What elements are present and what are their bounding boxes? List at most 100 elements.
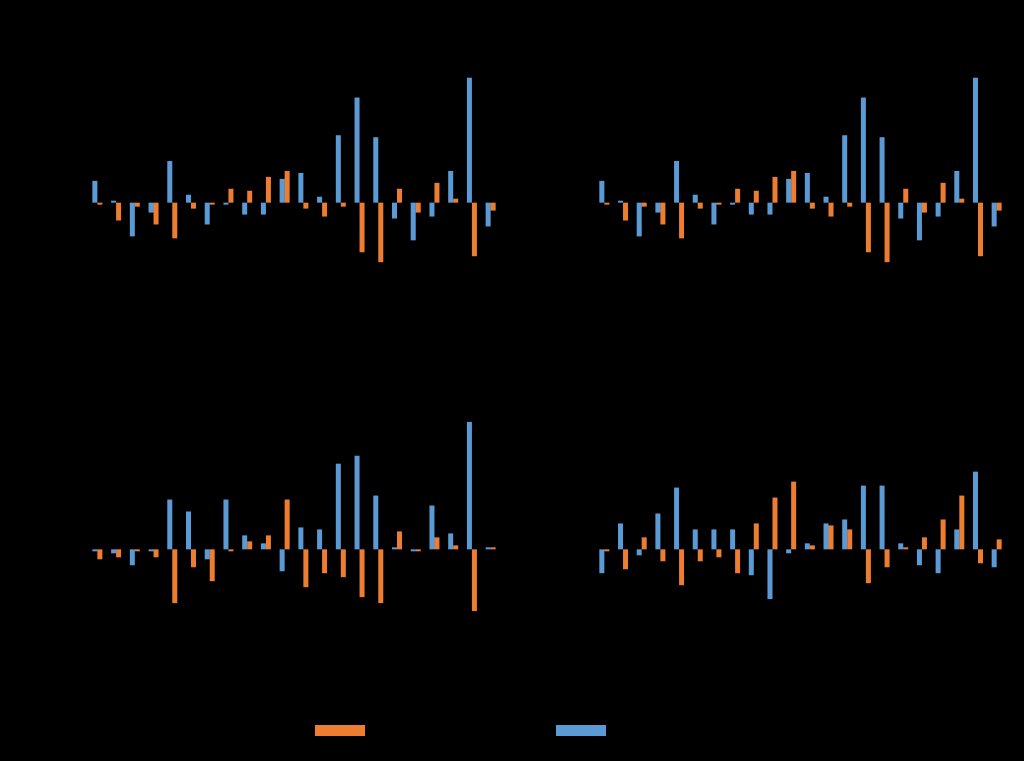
y-tick-label: 0,4	[60, 116, 78, 131]
y-tick-label: 0,6	[567, 423, 585, 438]
bar-temperature	[604, 549, 610, 552]
y-tick-label: -0,2	[56, 235, 78, 250]
bar-temperature	[884, 202, 890, 263]
bar-precipitation	[692, 194, 698, 203]
x-tick-label: MÁR	[277, 290, 292, 319]
x-tick-label: máj	[89, 637, 104, 658]
bar-temperature	[604, 202, 610, 205]
y-tick-label: 0,6	[60, 423, 78, 438]
legend-label-temperature: Hőmérséklet	[385, 721, 475, 738]
bar-temperature	[453, 198, 459, 203]
bar-temperature	[247, 541, 253, 550]
legend-label-precipitation: Csapadék	[626, 721, 699, 738]
x-tick-label: JÚN	[333, 637, 348, 662]
bar-precipitation	[935, 549, 941, 574]
bar-temperature	[847, 529, 853, 550]
legend-swatch-temperature	[315, 724, 365, 736]
x-tick-label: MÁR	[783, 290, 798, 319]
bar-temperature	[97, 549, 103, 560]
x-tick-label: dec	[220, 290, 235, 311]
y-axis-label: Korrelációs együttható	[25, 430, 42, 589]
bar-precipitation	[898, 202, 904, 219]
bar-precipitation	[916, 202, 922, 241]
bar-precipitation	[879, 137, 885, 203]
x-tick-label: szept	[164, 290, 179, 321]
bar-temperature	[434, 182, 440, 203]
bar-precipitation	[954, 170, 960, 203]
bar-precipitation	[354, 97, 360, 203]
y-tick-label: -0,4	[56, 622, 78, 637]
bar-precipitation	[599, 549, 605, 574]
x-tick-label: JÚN	[839, 637, 854, 662]
bar-temperature	[940, 519, 946, 550]
x-tick-label: júl	[127, 637, 142, 651]
bar-temperature	[809, 545, 815, 550]
bar-temperature	[791, 481, 797, 550]
x-tick-label: JÚL	[858, 637, 873, 660]
bar-temperature	[735, 188, 741, 203]
bar-precipitation	[186, 194, 191, 203]
bar-temperature	[660, 549, 666, 562]
bar-temperature	[921, 202, 927, 213]
bar-temperature	[153, 549, 159, 558]
bar-temperature	[172, 202, 178, 239]
bar-temperature	[134, 549, 140, 552]
chart-panel: Nyírség Korrelációs együttható -0,4 -0,2 0 0,…	[532, 373, 1006, 671]
bar-temperature	[378, 202, 384, 263]
bar-temperature	[397, 531, 402, 550]
legend-swatch-precipitation	[556, 724, 606, 736]
bar-precipitation	[860, 97, 866, 203]
y-tick-label: -0,2	[563, 235, 585, 250]
x-tick-label: OKT	[914, 637, 929, 664]
y-tick-label: -0,4	[563, 622, 585, 637]
bar-temperature	[884, 549, 890, 568]
bar-temperature	[97, 202, 103, 205]
bar-temperature	[265, 535, 271, 550]
bar-precipitation	[466, 421, 472, 550]
bar-temperature	[490, 202, 496, 211]
y-tick-label: 0	[71, 196, 78, 211]
x-tick-label: MAM	[445, 290, 460, 320]
bar-temperature	[772, 176, 778, 203]
bar-temperature	[828, 202, 834, 217]
y-tick-label: -0,4	[563, 275, 585, 290]
x-tick-label: DJF	[426, 290, 441, 314]
x-tick-label: júl	[634, 290, 649, 304]
x-tick-label: dec	[727, 637, 742, 658]
bar-precipitation	[111, 200, 117, 203]
x-tick-label: dec	[220, 637, 235, 658]
y-tick-label: 0,4	[60, 463, 78, 478]
x-tick-label: JÚL	[858, 290, 873, 313]
x-tick-label: OKT	[408, 637, 423, 664]
x-tick-label: aug	[146, 290, 161, 312]
bar-temperature	[228, 188, 234, 203]
bar-temperature	[772, 497, 778, 550]
bar-precipitation	[767, 549, 773, 600]
x-tick-label: jun	[615, 290, 630, 308]
bar-temperature	[228, 549, 234, 552]
bar-precipitation	[260, 202, 266, 215]
bar-temperature	[996, 202, 1002, 211]
bar-precipitation	[167, 161, 173, 203]
bar-temperature	[340, 202, 346, 207]
x-tick-label: SON	[989, 290, 1004, 318]
x-tick-label: JJA	[464, 290, 479, 312]
x-tick-label: SZEP	[389, 637, 404, 671]
y-tick-label: 0,2	[60, 156, 78, 171]
bar-precipitation	[991, 549, 997, 568]
bar-temperature	[490, 547, 496, 550]
bar-precipitation	[242, 535, 248, 550]
x-tick-label: MÁJ	[821, 290, 836, 316]
bar-temperature	[284, 170, 290, 203]
x-tick-label: DJF	[426, 637, 441, 661]
bar-temperature	[116, 549, 122, 558]
bar-precipitation	[618, 200, 624, 203]
bar-temperature	[134, 202, 140, 207]
bar-precipitation	[879, 485, 885, 550]
bar-precipitation	[954, 529, 960, 550]
bar-precipitation	[466, 77, 472, 203]
x-tick-label: nov	[708, 290, 723, 311]
y-tick-label: -0,2	[56, 582, 78, 597]
bar-precipitation	[655, 202, 661, 213]
bar-temperature	[697, 202, 703, 209]
